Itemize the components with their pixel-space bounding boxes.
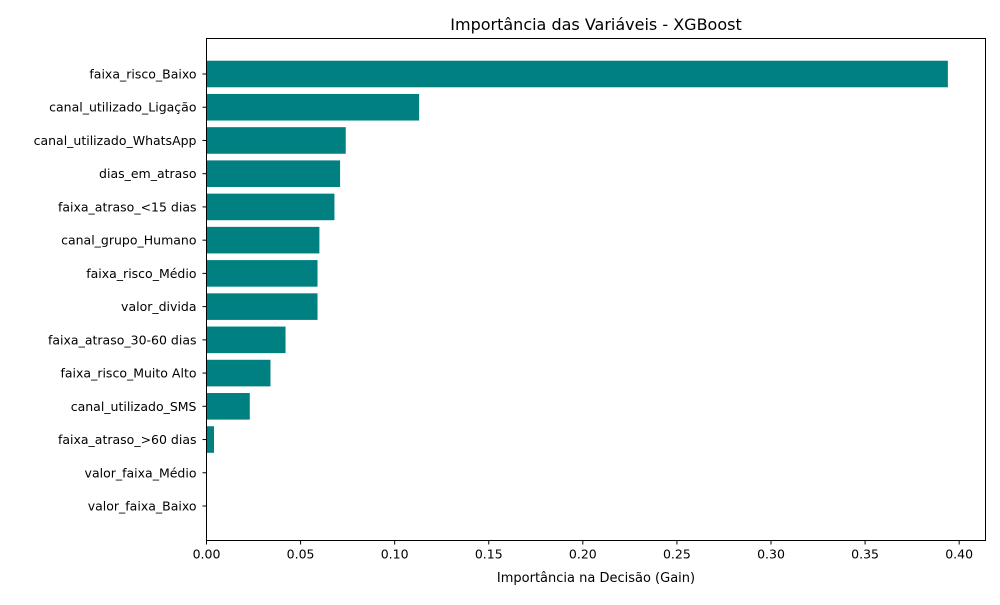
bar-2 (206, 127, 346, 154)
bar-8 (206, 326, 286, 354)
bar-1 (206, 93, 420, 121)
bar-6 (206, 260, 318, 287)
y-tick-label-8: faixa_atraso_30-60 dias (48, 332, 197, 347)
x-tick-label-2: 0.10 (381, 547, 409, 562)
x-tick-label-6: 0.30 (757, 547, 785, 562)
bar-5 (206, 226, 320, 254)
bar-9 (206, 359, 271, 387)
y-tick-label-10: canal_utilizado_SMS (71, 399, 197, 414)
bar-7 (206, 293, 318, 320)
y-tick-label-11: faixa_atraso_>60 dias (58, 432, 197, 447)
x-tick-label-7: 0.35 (851, 547, 879, 562)
bars-layer (206, 60, 948, 453)
y-tick-label-4: faixa_atraso_<15 dias (58, 199, 197, 214)
plot-frame (206, 38, 986, 541)
y-tick-label-9: faixa_risco_Muito Alto (60, 366, 196, 381)
x-axis-ticks: 0.00 0.05 0.10 0.15 0.20 0.25 0.30 0.35 0.40 (193, 540, 973, 562)
bar-0 (206, 60, 948, 88)
y-tick-label-0: faixa_risco_Baixo (89, 67, 196, 82)
y-tick-label-2: canal_utilizado_WhatsApp (34, 133, 197, 148)
x-tick-label-8: 0.40 (945, 547, 973, 562)
y-tick-label-13: valor_faixa_Baixo (88, 499, 197, 514)
bar-3 (206, 160, 341, 187)
chart-title: Importância das Variáveis - XGBoost (450, 15, 741, 34)
y-tick-label-1: canal_utilizado_Ligação (49, 100, 196, 115)
y-tick-label-3: dias_em_atraso (99, 166, 196, 181)
bar-10 (206, 393, 250, 420)
x-tick-label-5: 0.25 (663, 547, 691, 562)
y-tick-label-7: valor_divida (121, 299, 196, 314)
x-axis-label: Importância na Decisão (Gain) (497, 571, 695, 586)
y-tick-label-6: faixa_risco_Médio (86, 266, 196, 281)
x-tick-label-1: 0.05 (287, 547, 315, 562)
y-tick-label-5: canal_grupo_Humano (61, 233, 196, 248)
x-tick-label-0: 0.00 (193, 547, 221, 562)
x-tick-label-3: 0.15 (475, 547, 503, 562)
bar-4 (206, 193, 335, 221)
y-axis-ticks: faixa_risco_Baixo canal_utilizado_Ligação… (34, 67, 207, 514)
y-tick-label-12: valor_faixa_Médio (85, 465, 197, 480)
bar-11 (206, 426, 215, 453)
x-tick-label-4: 0.20 (569, 547, 597, 562)
